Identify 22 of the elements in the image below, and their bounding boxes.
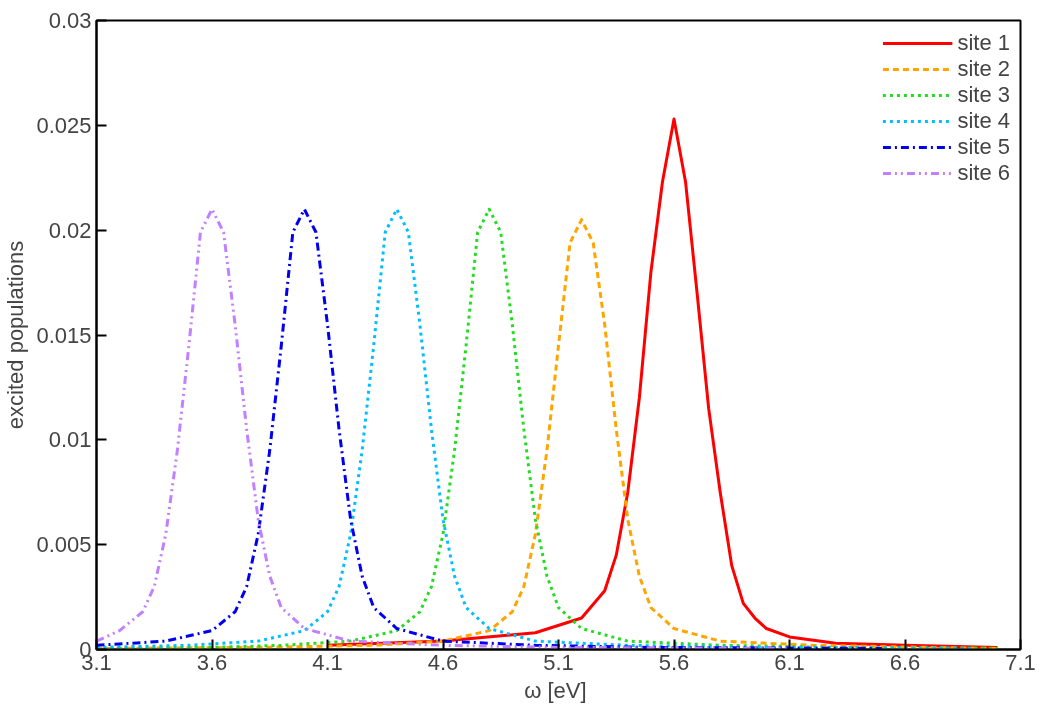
x-axis-title: ω [eV] — [524, 677, 587, 703]
x-tick-label: 3.6 — [196, 649, 228, 675]
legend-label: site 2 — [957, 56, 1010, 82]
y-tick-label: 0.02 — [48, 217, 92, 243]
x-tick-label: 6.1 — [774, 649, 805, 675]
x-tick-label: 7.1 — [1005, 649, 1036, 675]
y-tick-label: 0.025 — [36, 112, 92, 138]
y-axis-title: excited populations — [3, 240, 29, 430]
x-tick-label: 4.1 — [312, 649, 343, 675]
legend-label: site 5 — [957, 134, 1010, 160]
y-tick-label: 0.005 — [36, 532, 92, 558]
y-tick-label: 0.03 — [48, 8, 92, 33]
x-tick-label: 5.6 — [658, 649, 690, 675]
x-tick-label: 6.6 — [889, 649, 921, 675]
legend-label: site 3 — [957, 82, 1010, 108]
y-tick-label: 0.01 — [48, 427, 92, 453]
legend-label: site 1 — [957, 30, 1010, 56]
y-tick-label: 0.015 — [36, 322, 92, 348]
x-tick-label: 5.1 — [543, 649, 574, 675]
x-tick-label: 4.6 — [427, 649, 459, 675]
legend-label: site 6 — [957, 160, 1010, 186]
legend-label: site 4 — [957, 108, 1010, 134]
